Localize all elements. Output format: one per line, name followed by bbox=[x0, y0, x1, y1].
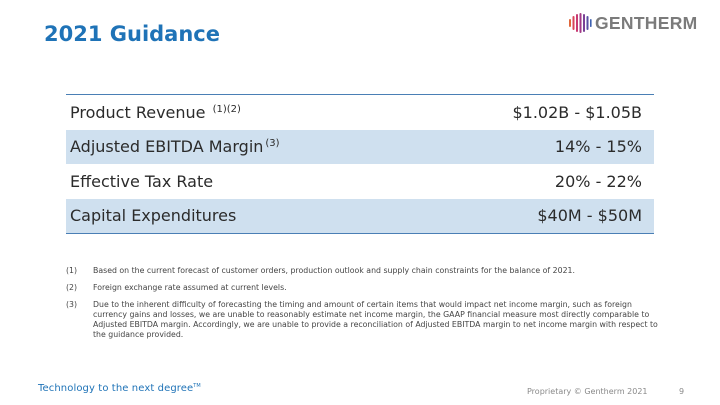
table-row: Capital Expenditures $40M - $50M bbox=[66, 198, 654, 233]
row-label: Adjusted EBITDA Margin (3) bbox=[70, 137, 280, 157]
footer-tagline: Technology to the next degreeTM bbox=[38, 383, 201, 394]
row-label: Effective Tax Rate bbox=[70, 171, 214, 191]
row-label: Capital Expenditures bbox=[70, 206, 237, 226]
footnote-number: (2) bbox=[66, 283, 78, 292]
row-value: $1.02B - $1.05B bbox=[512, 102, 642, 122]
gentherm-wave-icon bbox=[569, 13, 592, 33]
row-label: Product Revenue (1)(2) bbox=[70, 102, 241, 122]
footnote-number: (3) bbox=[66, 300, 78, 309]
row-value: $40M - $50M bbox=[537, 206, 642, 226]
table-row: Effective Tax Rate 20% - 22% bbox=[66, 164, 654, 199]
footer-copyright: Proprietary © Gentherm 2021 bbox=[527, 387, 648, 396]
logo-wordmark: GENTHERM bbox=[595, 12, 698, 33]
footnote: (2) Foreign exchange rate assumed at cur… bbox=[66, 283, 658, 293]
trademark-mark: TM bbox=[193, 383, 201, 389]
guidance-table: Product Revenue (1)(2) $1.02B - $1.05B A… bbox=[66, 94, 654, 234]
footnote-text: Foreign exchange rate assumed at current… bbox=[93, 283, 287, 292]
table-row: Adjusted EBITDA Margin (3) 14% - 15% bbox=[66, 129, 654, 164]
slide-title: 2021 Guidance bbox=[44, 22, 220, 46]
row-value: 14% - 15% bbox=[554, 137, 642, 157]
gentherm-logo: GENTHERM bbox=[568, 10, 698, 36]
row-value: 20% - 22% bbox=[554, 171, 642, 191]
footnote: (1) Based on the current forecast of cus… bbox=[66, 266, 658, 276]
footnote-text: Based on the current forecast of custome… bbox=[93, 266, 575, 275]
footnotes: (1) Based on the current forecast of cus… bbox=[66, 266, 658, 347]
page-number: 9 bbox=[679, 387, 685, 396]
footnote: (3) Due to the inherent difficulty of fo… bbox=[66, 300, 658, 340]
table-row: Product Revenue (1)(2) $1.02B - $1.05B bbox=[66, 95, 654, 130]
row-footnote-ref: (3) bbox=[265, 138, 280, 150]
footnote-text: Due to the inherent difficulty of foreca… bbox=[93, 300, 658, 339]
footnote-number: (1) bbox=[66, 266, 78, 275]
row-footnote-ref: (1)(2) bbox=[212, 103, 241, 115]
